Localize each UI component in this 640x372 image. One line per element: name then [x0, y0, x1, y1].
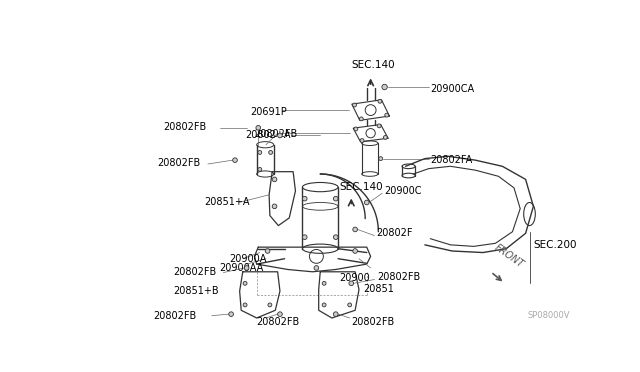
- Text: 20900: 20900: [340, 273, 371, 283]
- Circle shape: [360, 117, 364, 121]
- Text: FRONT: FRONT: [493, 243, 526, 270]
- Text: 20802FB: 20802FB: [157, 158, 201, 168]
- Circle shape: [272, 177, 277, 182]
- Circle shape: [243, 281, 247, 285]
- Circle shape: [229, 312, 234, 317]
- Circle shape: [333, 196, 338, 201]
- Text: 20900C: 20900C: [384, 186, 421, 196]
- Text: 20802FB: 20802FB: [154, 311, 197, 321]
- Circle shape: [243, 303, 247, 307]
- Circle shape: [314, 266, 319, 270]
- Text: 20851+B: 20851+B: [173, 286, 219, 296]
- Text: 20802FB: 20802FB: [351, 317, 394, 327]
- Circle shape: [258, 167, 262, 171]
- Text: 20802FA: 20802FA: [430, 155, 472, 165]
- Text: 20900CA: 20900CA: [430, 84, 474, 94]
- Circle shape: [322, 303, 326, 307]
- Text: 20691P: 20691P: [250, 108, 287, 118]
- Circle shape: [353, 227, 358, 232]
- Circle shape: [269, 151, 273, 154]
- Circle shape: [385, 113, 388, 117]
- Circle shape: [378, 99, 382, 103]
- Circle shape: [382, 84, 387, 90]
- Circle shape: [383, 135, 387, 140]
- Circle shape: [278, 312, 282, 317]
- Circle shape: [354, 127, 358, 131]
- Circle shape: [258, 151, 262, 154]
- Circle shape: [265, 249, 270, 253]
- Circle shape: [272, 204, 277, 209]
- Circle shape: [303, 235, 307, 240]
- Text: SEC.140: SEC.140: [340, 182, 383, 192]
- Circle shape: [377, 124, 381, 128]
- Circle shape: [379, 157, 383, 161]
- Text: 20802FB: 20802FB: [254, 129, 298, 139]
- Text: 20900AA: 20900AA: [220, 263, 264, 273]
- Text: 20802FB: 20802FB: [164, 122, 207, 132]
- Circle shape: [333, 312, 338, 317]
- Circle shape: [278, 133, 282, 138]
- Circle shape: [256, 125, 260, 130]
- Circle shape: [348, 303, 351, 307]
- Text: SP08000V: SP08000V: [527, 311, 570, 320]
- Text: 20900A: 20900A: [229, 254, 266, 264]
- Circle shape: [349, 281, 353, 286]
- Circle shape: [364, 200, 369, 205]
- Circle shape: [268, 303, 272, 307]
- Text: 20802+A: 20802+A: [245, 131, 291, 141]
- Circle shape: [244, 266, 249, 270]
- Text: 20802FB: 20802FB: [173, 267, 216, 277]
- Text: SEC.200: SEC.200: [533, 240, 577, 250]
- Text: 20802F: 20802F: [376, 228, 413, 238]
- Circle shape: [353, 249, 358, 253]
- Text: 20851: 20851: [363, 285, 394, 295]
- Circle shape: [233, 158, 237, 163]
- Circle shape: [333, 235, 338, 240]
- Circle shape: [360, 139, 364, 142]
- Text: SEC.140: SEC.140: [351, 60, 395, 70]
- Text: 20802FB: 20802FB: [257, 317, 300, 327]
- Circle shape: [322, 281, 326, 285]
- Circle shape: [353, 103, 356, 107]
- Circle shape: [303, 196, 307, 201]
- Text: 20802FB: 20802FB: [377, 272, 420, 282]
- Text: 20851+A: 20851+A: [204, 198, 250, 208]
